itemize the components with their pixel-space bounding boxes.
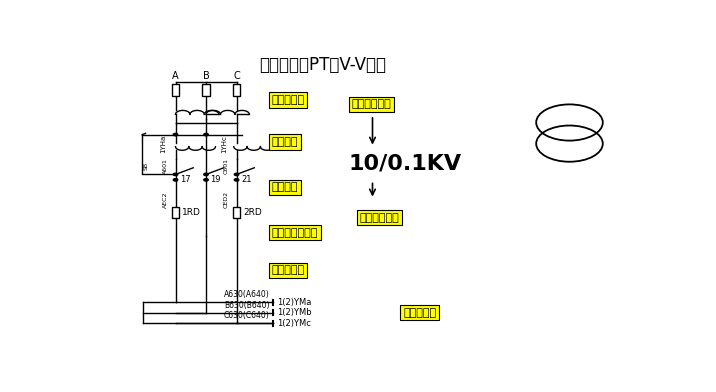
Circle shape bbox=[173, 179, 178, 181]
Text: 电压小母线: 电压小母线 bbox=[403, 308, 436, 318]
Text: 低压绕组: 低压绕组 bbox=[271, 182, 298, 192]
Bar bbox=[202, 84, 210, 96]
Bar bbox=[233, 84, 241, 96]
Text: 1(2)YMa: 1(2)YMa bbox=[277, 298, 311, 307]
Text: A630(A640): A630(A640) bbox=[224, 290, 270, 299]
Bar bbox=[233, 207, 241, 218]
Text: 19: 19 bbox=[211, 175, 221, 184]
Circle shape bbox=[234, 179, 238, 181]
Text: A601: A601 bbox=[163, 158, 168, 174]
Text: CED2: CED2 bbox=[224, 191, 229, 208]
Circle shape bbox=[173, 173, 178, 176]
Bar bbox=[172, 84, 180, 96]
Circle shape bbox=[234, 173, 238, 176]
Text: C601: C601 bbox=[224, 158, 229, 174]
Text: C630(C640): C630(C640) bbox=[224, 311, 270, 320]
Text: 高压绕组: 高压绕组 bbox=[271, 137, 298, 147]
Bar bbox=[172, 207, 180, 218]
Circle shape bbox=[204, 179, 208, 181]
Text: 1RD: 1RD bbox=[182, 208, 201, 217]
Text: 手车工作位接点: 手车工作位接点 bbox=[271, 228, 318, 238]
Text: SB: SB bbox=[144, 162, 149, 171]
Text: 21: 21 bbox=[241, 175, 251, 184]
Text: 一次侧线电压: 一次侧线电压 bbox=[352, 100, 391, 109]
Text: B: B bbox=[203, 71, 209, 81]
Text: 电压互感器PT的V-V接法: 电压互感器PT的V-V接法 bbox=[259, 56, 386, 74]
Circle shape bbox=[173, 133, 178, 136]
Text: 高压熔断器: 高压熔断器 bbox=[271, 95, 304, 105]
Text: C: C bbox=[233, 71, 240, 81]
Circle shape bbox=[204, 133, 208, 136]
Text: 低压熔断器: 低压熔断器 bbox=[271, 265, 304, 276]
Text: 1(2)YMb: 1(2)YMb bbox=[277, 308, 311, 317]
Text: 10/0.1KV: 10/0.1KV bbox=[349, 153, 462, 173]
Text: 17: 17 bbox=[180, 175, 190, 184]
Text: A: A bbox=[172, 71, 179, 81]
Text: 二次侧线电压: 二次侧线电压 bbox=[359, 212, 400, 223]
Text: 1(2)YMc: 1(2)YMc bbox=[277, 319, 311, 328]
Text: AEC2: AEC2 bbox=[163, 191, 168, 208]
Text: B630(B640): B630(B640) bbox=[224, 301, 270, 310]
Text: 1YHc: 1YHc bbox=[221, 135, 228, 153]
Text: 1YHa: 1YHa bbox=[160, 135, 166, 153]
Text: 2RD: 2RD bbox=[243, 208, 262, 217]
Circle shape bbox=[204, 173, 208, 176]
